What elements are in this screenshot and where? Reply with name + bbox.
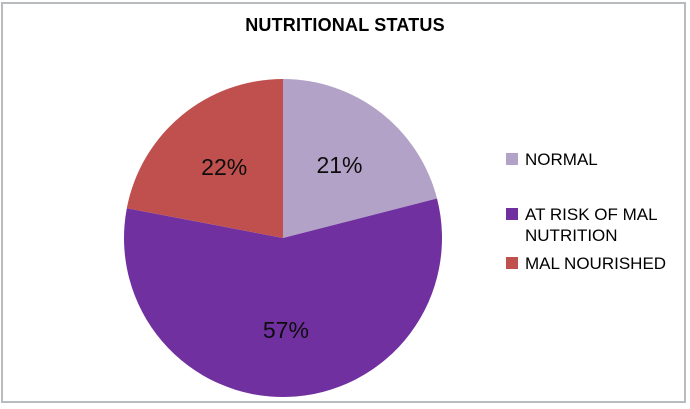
pie-slice-mal-nourished	[126, 78, 283, 238]
legend-swatch-mal-nourished	[506, 257, 518, 269]
legend-label-at-risk-of-mal-nutrition: AT RISK OF MAL NUTRITION	[525, 205, 657, 245]
legend-item-at-risk-of-mal-nutrition: AT RISK OF MAL NUTRITION	[506, 204, 678, 246]
legend-label-mal-nourished: MAL NOURISHED	[525, 254, 667, 273]
data-label-mal-nourished: 22%	[201, 154, 247, 180]
legend-item-normal: NORMAL	[506, 149, 678, 170]
pie-slice-at-risk-of-mal-nutrition	[124, 198, 443, 397]
legend-swatch-at-risk-of-mal-nutrition	[506, 208, 518, 220]
legend-item-mal-nourished: MAL NOURISHED	[506, 253, 678, 274]
data-label-normal: 21%	[316, 152, 362, 178]
legend-swatch-normal	[506, 153, 518, 165]
chart-title: NUTRITIONAL STATUS	[245, 15, 445, 35]
legend-label-normal: NORMAL	[525, 150, 598, 169]
chart-legend: NORMAL AT RISK OF MAL NUTRITION MAL NOURIS…	[506, 149, 678, 274]
pie-slice-normal	[283, 79, 438, 238]
data-label-at-risk-of-mal-nutrition: 57%	[263, 317, 309, 343]
